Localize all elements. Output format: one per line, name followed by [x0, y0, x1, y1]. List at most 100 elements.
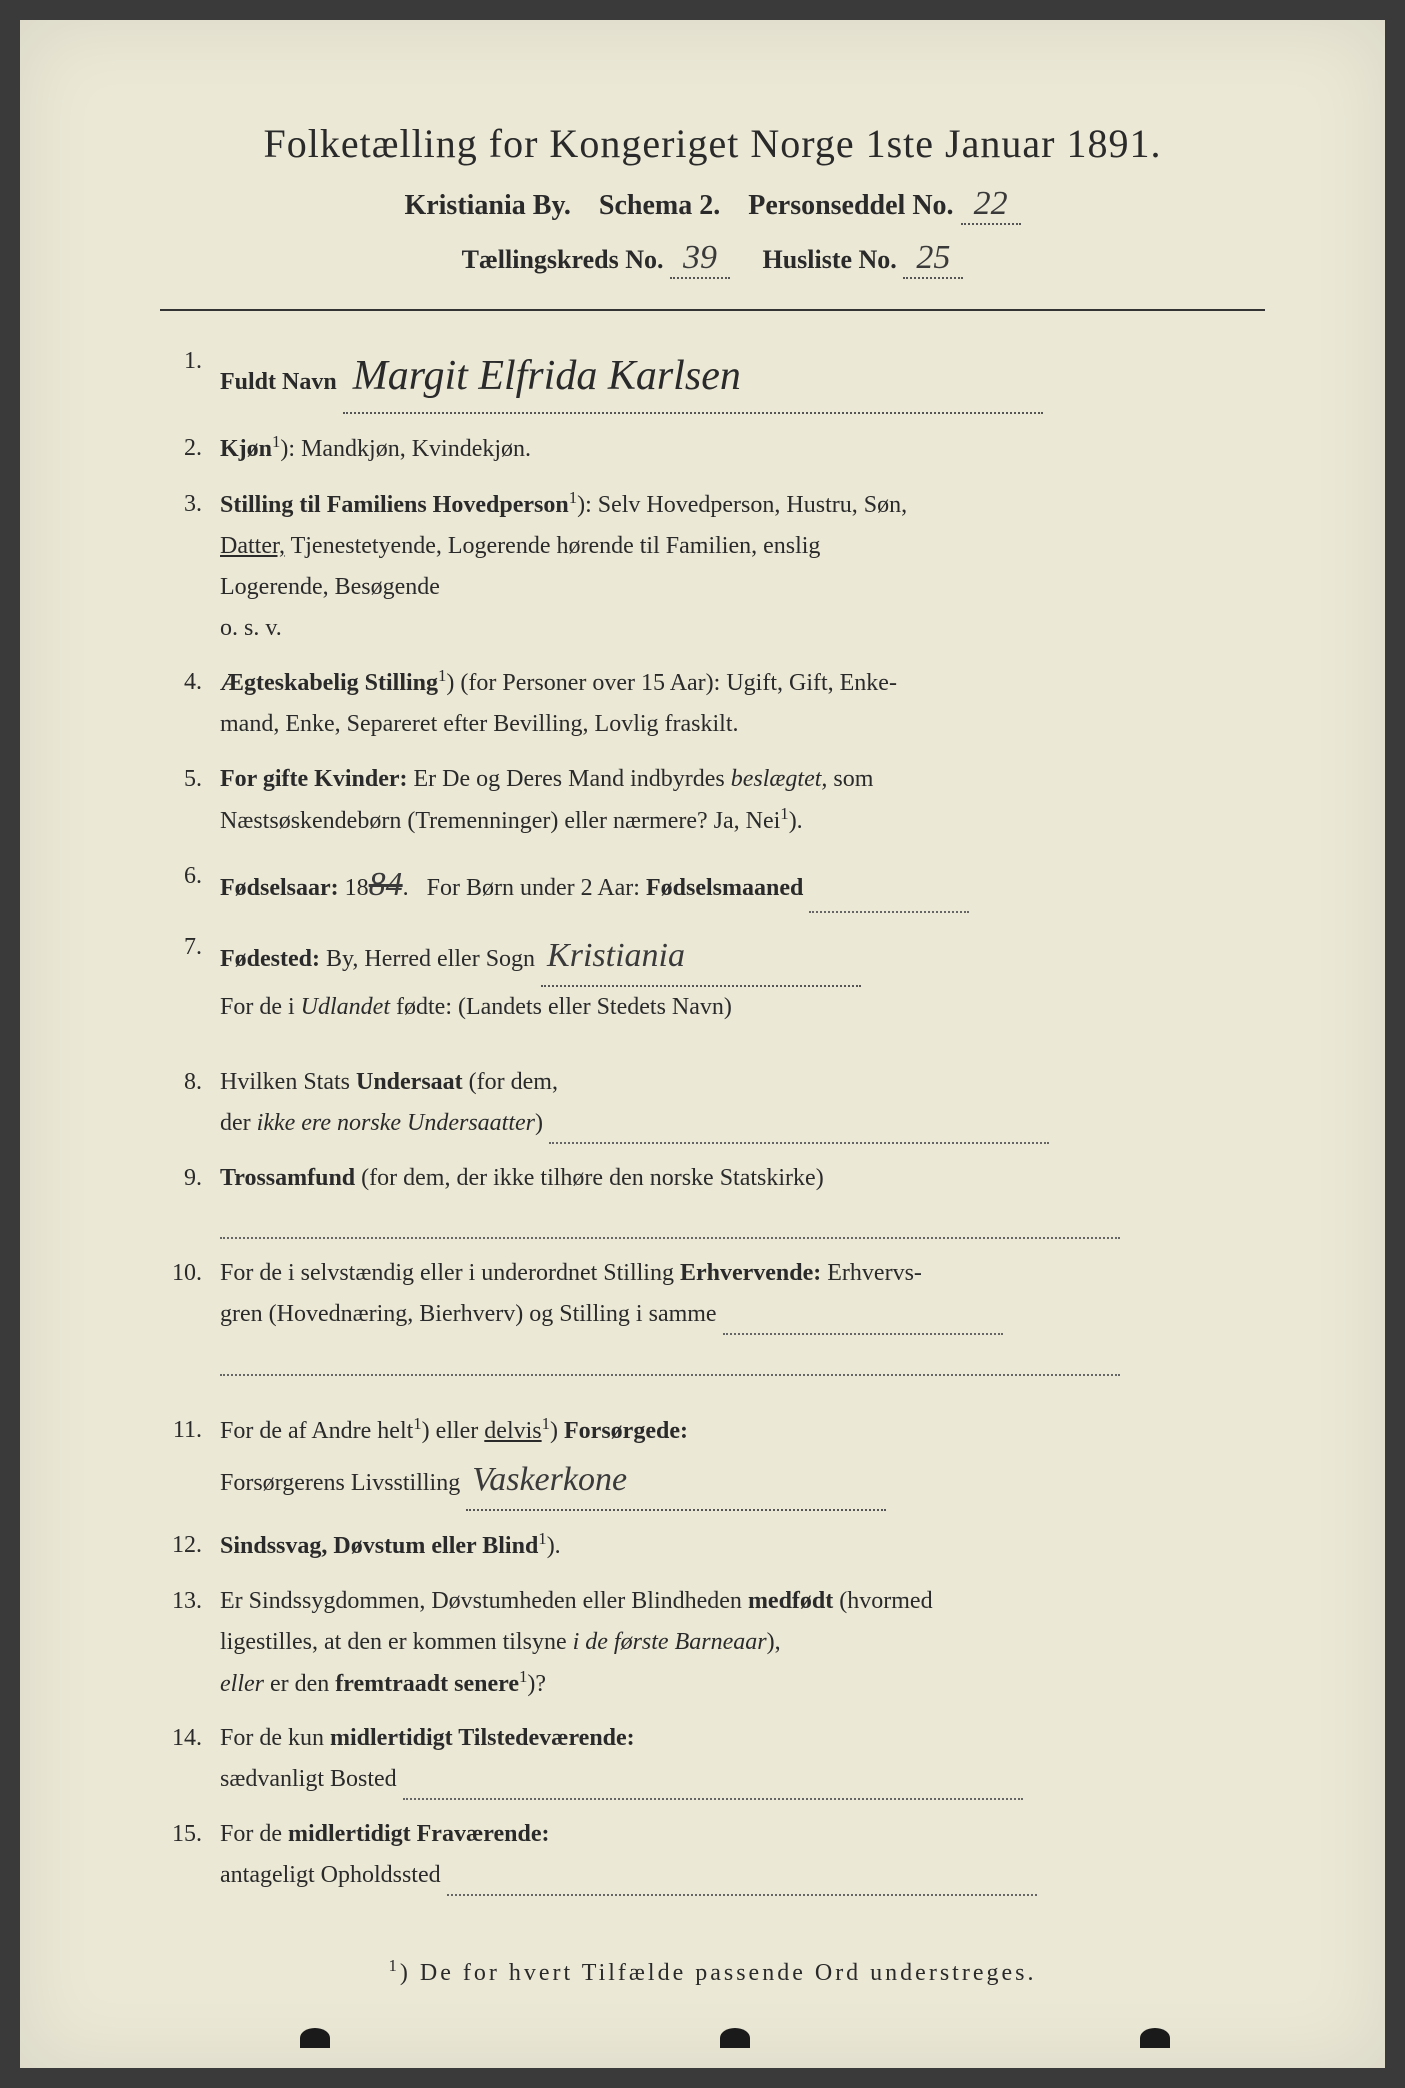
sup: 1: [569, 488, 577, 507]
tallingskreds-value: 39: [670, 239, 730, 279]
footnote: 1) De for hvert Tilfælde passende Ord un…: [160, 1956, 1265, 1987]
sindssvag-end: ).: [547, 1533, 561, 1559]
stilling-line4: o. s. v.: [220, 615, 282, 641]
datter-underlined: Datter,: [220, 533, 285, 559]
husliste-label: Husliste No.: [762, 245, 896, 274]
item-content: Fuldt Navn Margit Elfrida Karlsen: [220, 341, 1265, 414]
item-content: For gifte Kvinder: Er De og Deres Mand i…: [220, 759, 1265, 842]
item-15: 15. For de midlertidigt Fraværende: anta…: [160, 1814, 1265, 1896]
erhverv-field2: [220, 1347, 1120, 1376]
paper-tear-icon: [720, 2028, 750, 2048]
gifte-line2: Næstsøskendebørn (Tremenninger) eller næ…: [220, 808, 780, 834]
item-content: Trossamfund (for dem, der ikke tilhøre d…: [220, 1158, 1265, 1240]
item-6: 6. Fødselsaar: 1884. For Børn under 2 Aa…: [160, 856, 1265, 914]
item-num: 14.: [160, 1718, 220, 1759]
item-2: 2. Kjøn1): Mandkjøn, Kvindekjøn.: [160, 428, 1265, 470]
fodested-text: By, Herred eller Sogn: [326, 946, 535, 972]
item-num: 7.: [160, 927, 220, 968]
item-num: 10.: [160, 1253, 220, 1294]
forsorgede-c: ) Forsørgede:: [550, 1418, 688, 1444]
sindssvag-label: Sindssvag, Døvstum eller Blind: [220, 1533, 538, 1559]
item-9: 9. Trossamfund (for dem, der ikke tilhør…: [160, 1158, 1265, 1240]
year-value: 84: [369, 856, 403, 914]
gifte-line1: Er De og Deres Mand indbyrdes beslægtet,…: [414, 766, 874, 792]
item-num: 8.: [160, 1062, 220, 1103]
census-form-page: Folketælling for Kongeriget Norge 1ste J…: [20, 20, 1385, 2068]
undersaat-line1: Hvilken Stats Undersaat (for dem,: [220, 1069, 558, 1095]
forsorgede-a: For de af Andre helt: [220, 1418, 413, 1444]
item-num: 2.: [160, 428, 220, 469]
i13-line2: ligestilles, at den er kommen tilsyne i …: [220, 1629, 781, 1655]
tallingskreds-label: Tællingskreds No.: [462, 245, 664, 274]
sup: 1: [542, 1414, 550, 1433]
schema-label: Schema 2.: [599, 190, 720, 221]
item-3: 3. Stilling til Familiens Hovedperson1):…: [160, 484, 1265, 648]
form-body: 1. Fuldt Navn Margit Elfrida Karlsen 2. …: [160, 341, 1265, 1896]
item-content: For de af Andre helt1) eller delvis1) Fo…: [220, 1410, 1265, 1512]
fodselsmaaned-field: [809, 885, 969, 914]
trossamfund-text: (for dem, der ikke tilhøre den norske St…: [361, 1165, 824, 1191]
stilling-line2-rest: Tjenestetyende, Logerende hørende til Fa…: [291, 533, 821, 559]
item-num: 5.: [160, 759, 220, 800]
item-num: 13.: [160, 1581, 220, 1622]
paper-tear-icon: [300, 2028, 330, 2048]
i14-line1: For de kun midlertidigt Tilstedeværende:: [220, 1725, 635, 1751]
trossamfund-label: Trossamfund: [220, 1165, 355, 1191]
gifte-label: For gifte Kvinder:: [220, 766, 408, 792]
subtitle-row-2: Tællingskreds No. 39 Husliste No. 25: [160, 239, 1265, 279]
main-title: Folketælling for Kongeriget Norge 1ste J…: [160, 120, 1265, 167]
fuldt-navn-label: Fuldt Navn: [220, 369, 337, 395]
i14-line2: sædvanligt Bosted: [220, 1766, 397, 1792]
paper-tear-icon: [1140, 2028, 1170, 2048]
item-10: 10. For de i selvstændig eller i underor…: [160, 1253, 1265, 1375]
item-8: 8. Hvilken Stats Undersaat (for dem, der…: [160, 1062, 1265, 1144]
erhverv-line1: For de i selvstændig eller i underordnet…: [220, 1260, 922, 1286]
item-content: Ægteskabelig Stilling1) (for Personer ov…: [220, 662, 1265, 745]
item-content: For de kun midlertidigt Tilstedeværende:…: [220, 1718, 1265, 1800]
sup: 1: [780, 804, 788, 823]
item-num: 11.: [160, 1410, 220, 1451]
item-content: Kjøn1): Mandkjøn, Kvindekjøn.: [220, 428, 1265, 470]
item-num: 12.: [160, 1525, 220, 1566]
husliste-value: 25: [903, 239, 963, 279]
fodselsaar-label: Fødselsaar:: [220, 875, 339, 901]
item-content: Stilling til Familiens Hovedperson1): Se…: [220, 484, 1265, 648]
item-5: 5. For gifte Kvinder: Er De og Deres Man…: [160, 759, 1265, 842]
item-num: 9.: [160, 1158, 220, 1199]
kjon-label: Kjøn: [220, 436, 272, 462]
item-num: 6.: [160, 856, 220, 897]
header-divider: [160, 309, 1265, 311]
item-num: 1.: [160, 341, 220, 382]
i13-end: )?: [527, 1671, 546, 1697]
item-7: 7. Fødested: By, Herred eller Sogn Krist…: [160, 927, 1265, 1028]
bosted-field: [403, 1771, 1023, 1800]
i13-line3: eller er den fremtraadt senere: [220, 1671, 519, 1697]
city-label: Kristiania By.: [404, 190, 570, 221]
born-text: For Børn under 2 Aar:: [427, 875, 640, 901]
item-14: 14. For de kun midlertidigt Tilstedevære…: [160, 1718, 1265, 1800]
fodselsmaaned-label: Fødselsmaaned: [646, 875, 803, 901]
trossamfund-field: [220, 1210, 1120, 1239]
erhverv-field1: [723, 1306, 1003, 1335]
fodested-line2: For de i Udlandet fødte: (Landets eller …: [220, 994, 732, 1020]
item-11: 11. For de af Andre helt1) eller delvis1…: [160, 1410, 1265, 1512]
i13-line1: Er Sindssygdommen, Døvstumheden eller Bl…: [220, 1588, 933, 1614]
year-prefix: 18: [345, 875, 369, 901]
item-num: 3.: [160, 484, 220, 525]
stilling-line1: ): Selv Hovedperson, Hustru, Søn,: [577, 492, 907, 518]
item-content: Sindssvag, Døvstum eller Blind1).: [220, 1525, 1265, 1567]
forsorger-value: Vaskerkone: [466, 1451, 886, 1511]
item-4: 4. Ægteskabelig Stilling1) (for Personer…: [160, 662, 1265, 745]
footnote-sup: 1: [389, 1956, 400, 1975]
undersaat-line2: der ikke ere norske Undersaatter): [220, 1110, 543, 1136]
stilling-line3: Logerende, Besøgende: [220, 574, 440, 600]
personseddel-value: 22: [961, 185, 1021, 225]
undersaat-field: [549, 1115, 1049, 1144]
sup: 1: [538, 1529, 546, 1548]
gifte-end: ).: [789, 808, 803, 834]
opholdssted-field: [447, 1867, 1037, 1896]
forsorger-label: Forsørgerens Livsstilling: [220, 1470, 460, 1496]
form-header: Folketælling for Kongeriget Norge 1ste J…: [160, 120, 1265, 279]
footnote-text: ) De for hvert Tilfælde passende Ord und…: [400, 1960, 1037, 1986]
stilling-label: Stilling til Familiens Hovedperson: [220, 492, 569, 518]
